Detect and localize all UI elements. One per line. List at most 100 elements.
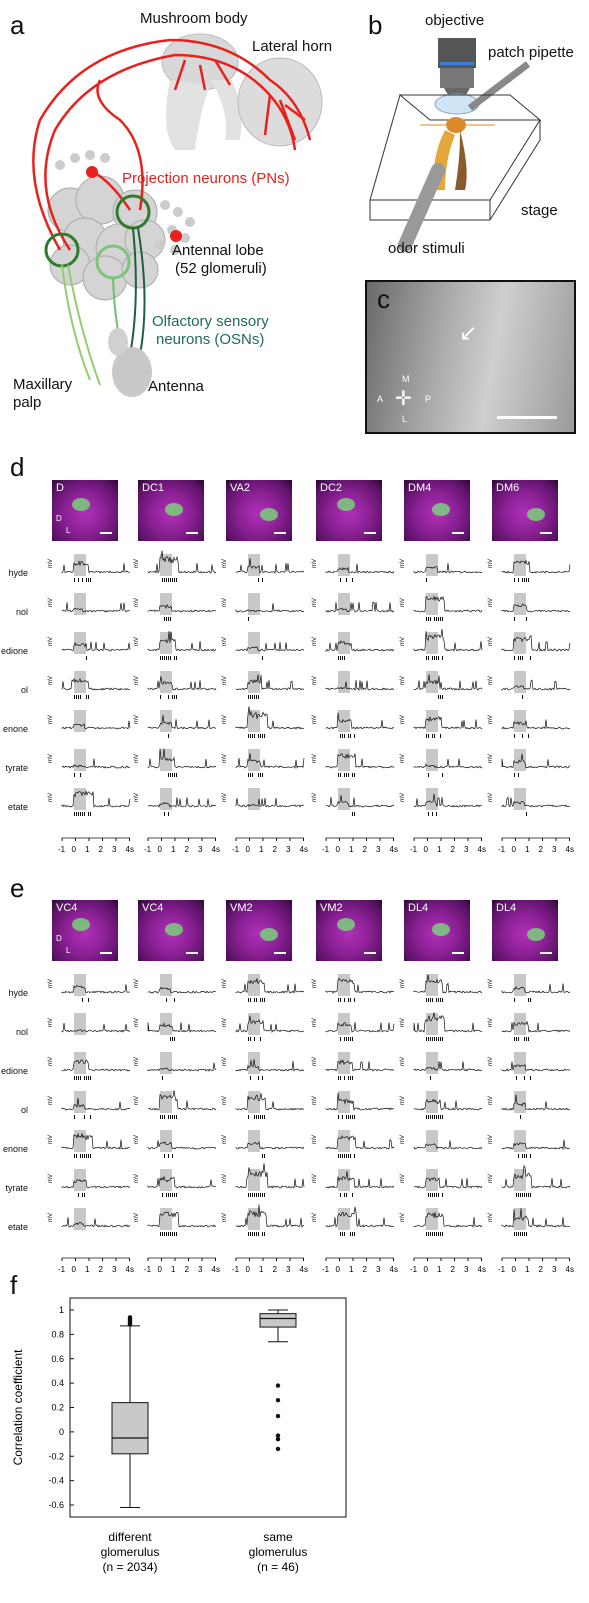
panel-d-glomerulus-image: DM4: [404, 480, 470, 541]
panel-d-time-tick: 3: [198, 845, 203, 854]
box-plot: 1 0.8 0.6 0.4 0.2 0 -0.2 -0.4 -0.6 Correlation co…: [11, 1297, 347, 1574]
svg-text:mV: mV: [222, 559, 228, 568]
svg-text:mV: mV: [134, 598, 140, 607]
panel-d-time-tick: 2: [363, 845, 368, 854]
outlier-point: [275, 1436, 281, 1442]
svg-text:mV: mV: [400, 793, 406, 802]
label-osn-2: neurons (OSNs): [156, 331, 265, 348]
panel-d-glomerulus-name: DM6: [496, 482, 520, 494]
outlier-point: [275, 1397, 281, 1403]
label-antennal-lobe-1: Antennal lobe: [172, 242, 264, 259]
panel-d-time-tick: 1: [525, 845, 530, 854]
panel-e-time-tick: 1: [171, 1265, 176, 1274]
panel-d-time-tick: 2: [273, 845, 278, 854]
panel-d-time-tick: 3: [376, 845, 381, 854]
svg-text:mV: mV: [134, 637, 140, 646]
svg-text:mV: mV: [134, 715, 140, 724]
panel-d-time-tick: 1: [437, 845, 442, 854]
panel-e-time-tick: 4s: [478, 1265, 486, 1274]
svg-text:mV: mV: [488, 676, 494, 685]
panel-e-time-tick: 4s: [390, 1265, 398, 1274]
panel-d-time-tick: 2: [539, 845, 544, 854]
svg-text:mV: mV: [134, 1135, 140, 1144]
svg-text:mV: mV: [134, 1174, 140, 1183]
outlier-point: [275, 1383, 281, 1388]
svg-text:mV: mV: [400, 1096, 406, 1105]
pipette-shape: [467, 61, 531, 111]
svg-text:mV: mV: [134, 559, 140, 568]
svg-text:mV: mV: [48, 598, 54, 607]
panel-e-time-tick: 3: [286, 1265, 291, 1274]
svg-text:mV: mV: [222, 598, 228, 607]
panel-e-time-tick: 1: [525, 1265, 530, 1274]
y-tick-label: -0.4: [48, 1476, 64, 1486]
panel-e-time-tick: 2: [273, 1265, 278, 1274]
panel-e-glomerulus-name: VM2: [230, 902, 253, 914]
label-antenna: Antenna: [148, 378, 204, 395]
svg-text:mV: mV: [222, 637, 228, 646]
panel-d-time-tick: 2: [99, 845, 104, 854]
panel-e-odor-label: nol: [15, 1027, 28, 1037]
label-stage: stage: [521, 202, 558, 219]
panel-e-odor-label: etate: [7, 1222, 28, 1232]
svg-text:mV: mV: [400, 715, 406, 724]
panel-e-odor-label: enone: [2, 1144, 28, 1154]
svg-text:mV: mV: [222, 1174, 228, 1183]
panel-d-odor-label: etate: [7, 802, 28, 812]
svg-text:mV: mV: [48, 1135, 54, 1144]
panel-d-time-tick: -1: [144, 845, 152, 854]
svg-text:mV: mV: [488, 1174, 494, 1183]
svg-text:mV: mV: [400, 754, 406, 763]
panel-e-time-tick: 4s: [212, 1265, 220, 1274]
panel-d-glomerulus-image: DC2: [316, 480, 382, 541]
svg-text:mV: mV: [222, 676, 228, 685]
svg-text:mV: mV: [48, 1018, 54, 1027]
panel-d-time-tick: -1: [232, 845, 240, 854]
svg-text:mV: mV: [400, 1174, 406, 1183]
panel-d-time-tick: 4s: [126, 845, 134, 854]
svg-text:mV: mV: [222, 1213, 228, 1222]
panel-b-diagram: [369, 38, 542, 252]
svg-text:mV: mV: [312, 715, 318, 724]
panel-e-glomerulus-name: VM2: [320, 902, 343, 914]
svg-text:mV: mV: [312, 1174, 318, 1183]
compass-icon: M A P L ✛: [377, 374, 432, 424]
y-tick-label: -0.6: [48, 1500, 64, 1510]
panel-d-time-tick: 3: [552, 845, 557, 854]
panel-a-diagram: [32, 33, 323, 397]
panel-d-time-tick: -1: [410, 845, 418, 854]
panel-e-time-tick: 2: [99, 1265, 104, 1274]
svg-text:mV: mV: [222, 1096, 228, 1105]
panel-d-glomerulus-image: VA2: [226, 480, 292, 541]
panel-e-glomerulus-image: VM2: [316, 900, 382, 961]
y-tick-label: 0.4: [51, 1378, 64, 1388]
y-tick-label: 0.2: [51, 1403, 64, 1413]
panel-e-time-tick: -1: [498, 1265, 506, 1274]
antenna-shape: [112, 347, 152, 397]
svg-text:mV: mV: [134, 1057, 140, 1066]
panel-d-glomerulus-image: DM6: [492, 480, 558, 541]
y-tick-label: 0.8: [51, 1329, 64, 1339]
category-label: glomerulus: [101, 1545, 160, 1559]
panel-e-time-tick: 0: [336, 1265, 341, 1274]
svg-text:mV: mV: [312, 637, 318, 646]
panel-d-time-tick: 1: [259, 845, 264, 854]
svg-text:mV: mV: [134, 676, 140, 685]
arrow-icon: ↙: [459, 320, 478, 345]
panel-d-time-tick: -1: [322, 845, 330, 854]
panel-e-time-tick: 4s: [126, 1265, 134, 1274]
panel-d-time-tick: 0: [424, 845, 429, 854]
panel-d-time-tick: 0: [72, 845, 77, 854]
svg-text:mV: mV: [312, 1135, 318, 1144]
panel-d-glomerulus-name: DC1: [142, 482, 165, 494]
panel-d-odor-label: edione: [0, 646, 28, 656]
label-maxillary-2: palp: [13, 394, 42, 411]
svg-text:mV: mV: [222, 1018, 228, 1027]
svg-text:mV: mV: [134, 754, 140, 763]
panel-d-odor-label: hyde: [8, 568, 28, 578]
svg-text:mV: mV: [488, 1096, 494, 1105]
svg-text:mV: mV: [222, 715, 228, 724]
svg-text:mV: mV: [48, 559, 54, 568]
